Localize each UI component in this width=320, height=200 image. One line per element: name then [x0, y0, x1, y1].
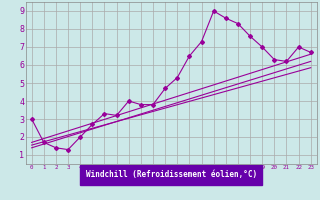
X-axis label: Windchill (Refroidissement éolien,°C): Windchill (Refroidissement éolien,°C)	[86, 170, 257, 179]
